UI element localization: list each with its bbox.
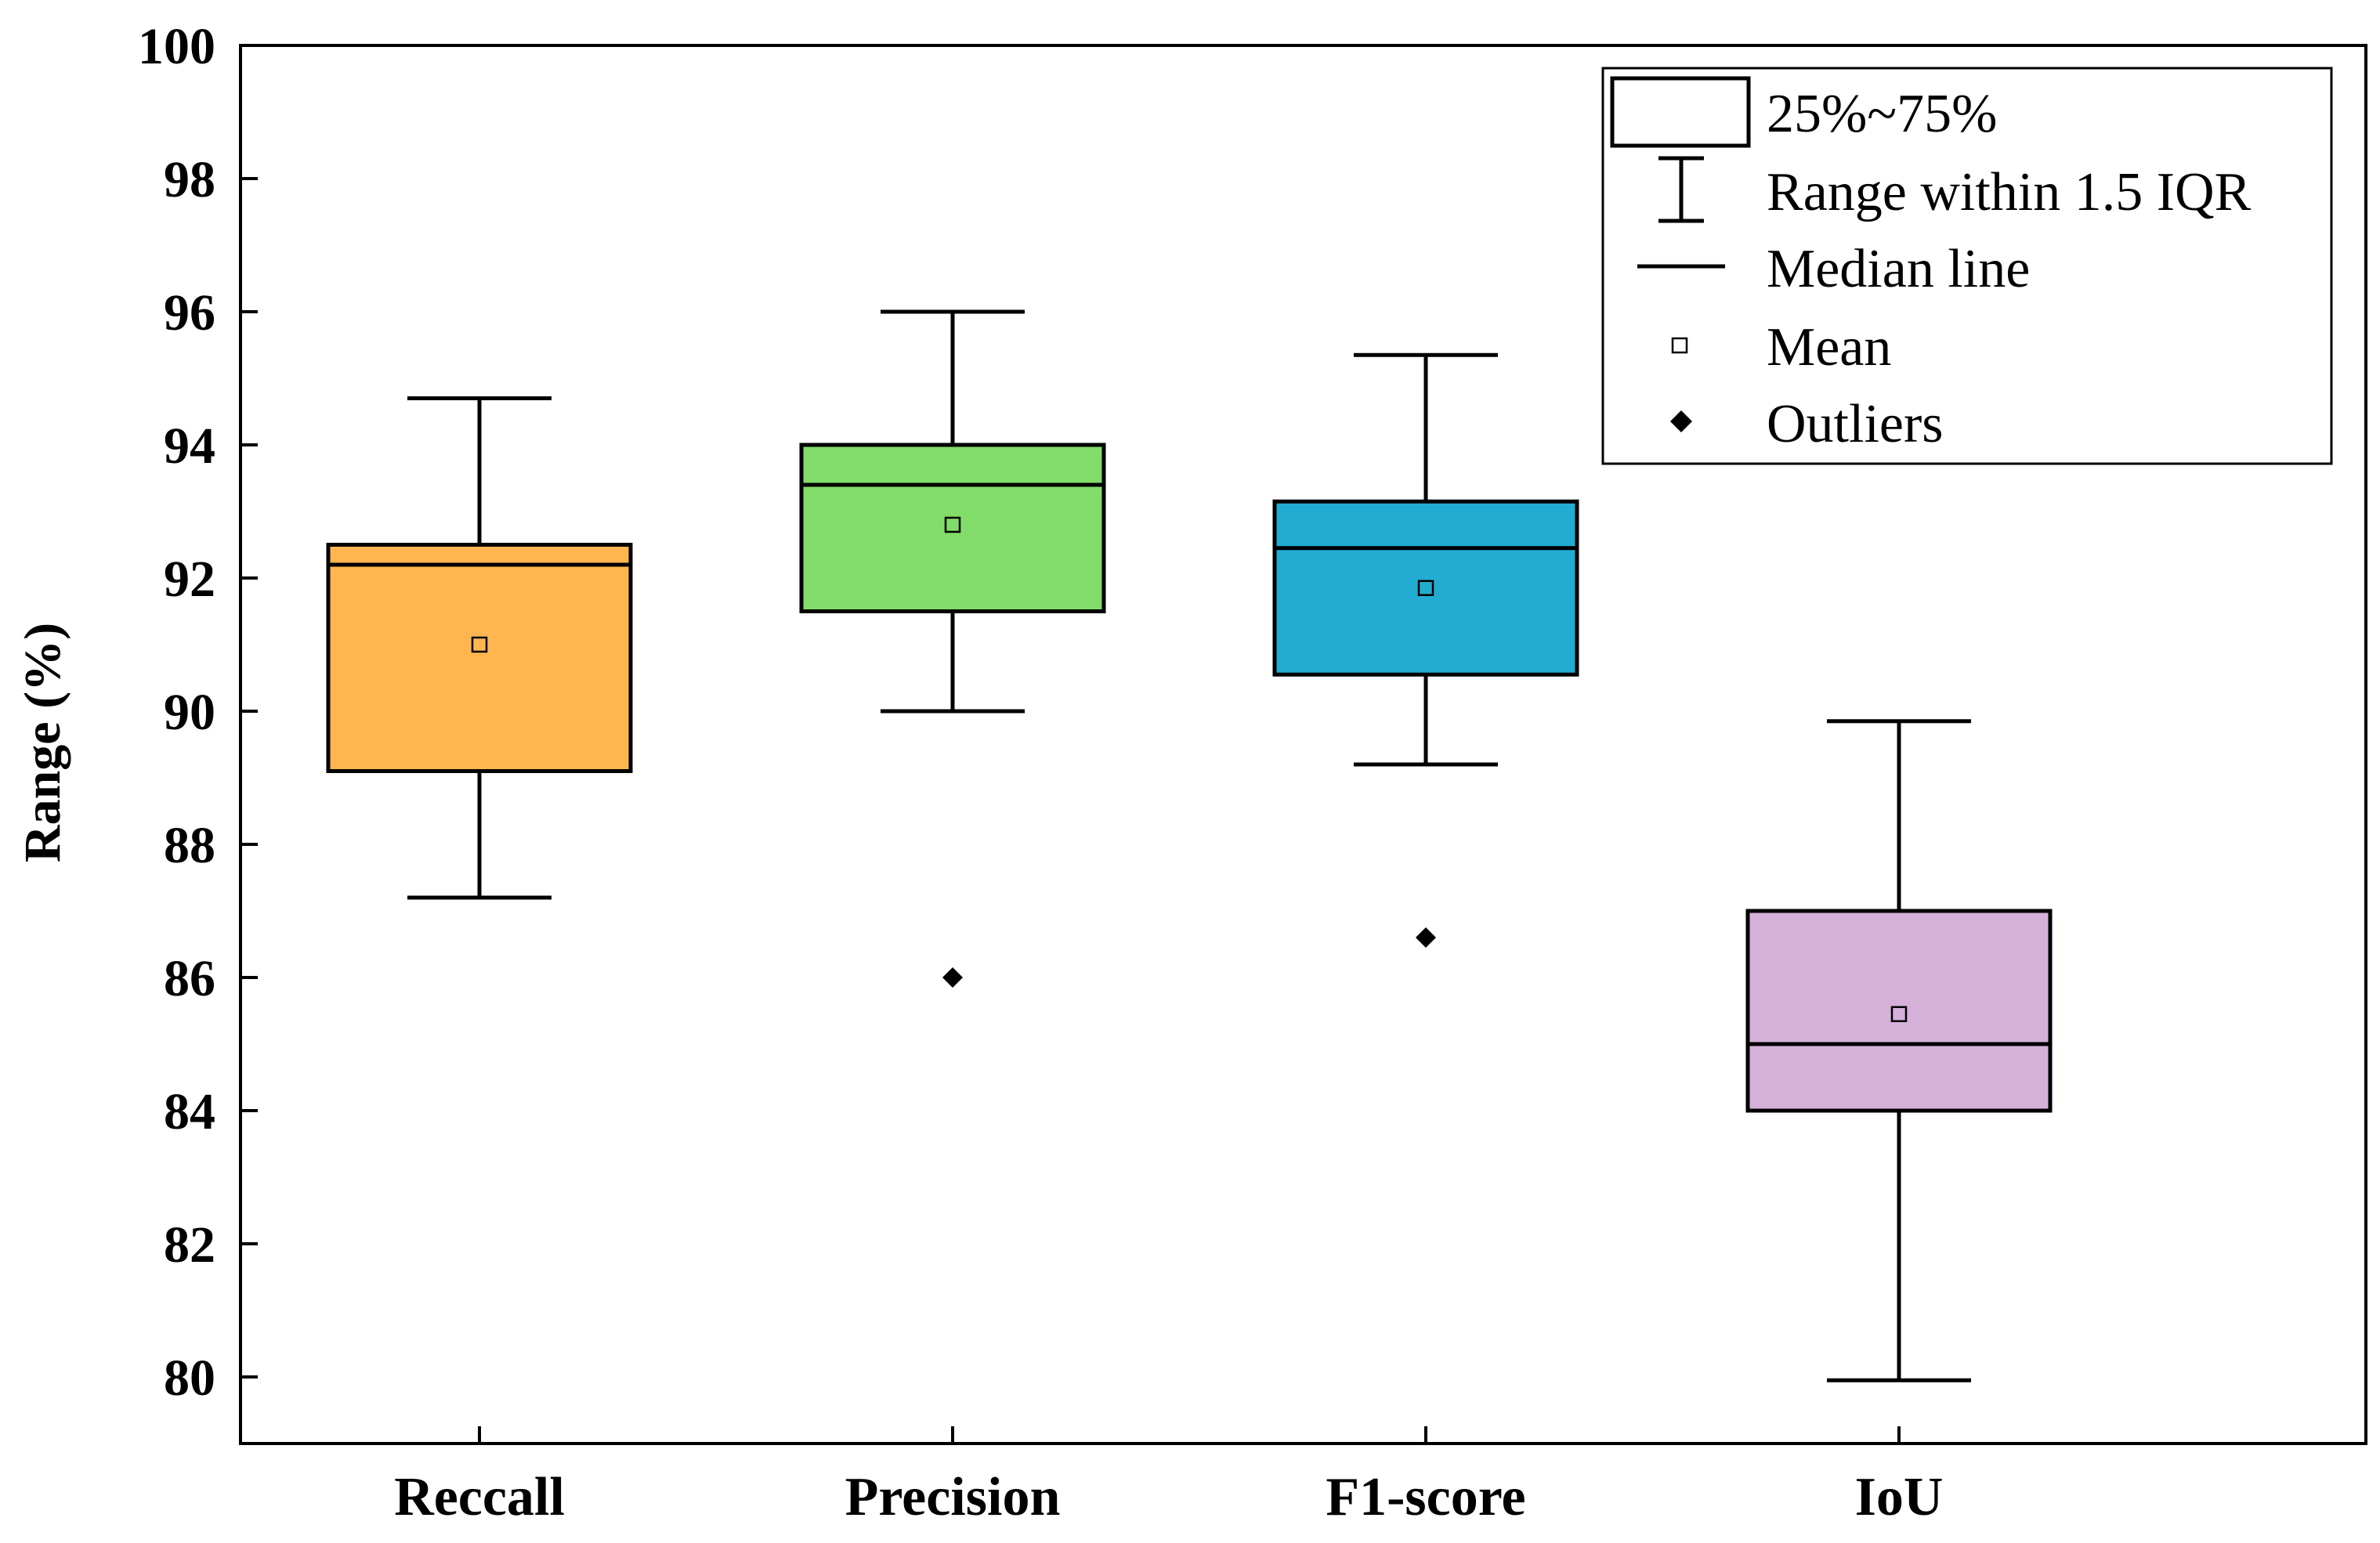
y-tick-label: 96 (164, 284, 215, 341)
boxes-layer (326, 309, 2053, 1382)
box-iqr (1272, 499, 1579, 677)
y-tick-label: 84 (164, 1083, 215, 1140)
y-tick-label: 80 (164, 1350, 215, 1407)
y-tick-label: 100 (138, 18, 215, 75)
legend-outlier-swatch (1670, 410, 1692, 432)
legend-whisker-swatch (1658, 156, 1704, 223)
outlier-point (1416, 927, 1436, 948)
x-tick-label: F1-score (1326, 1467, 1525, 1527)
legend-label-range: Range within 1.5 IQR (1767, 162, 2252, 222)
y-tick-label: 82 (164, 1216, 215, 1274)
y-tick-label: 92 (164, 551, 215, 608)
box-iqr (1745, 909, 2053, 1113)
outlier-point (942, 967, 963, 988)
x-tick-label: IoU (1855, 1467, 1944, 1527)
box-group-0 (326, 396, 633, 900)
legend-label-mean: Mean (1767, 317, 1891, 378)
legend-mean-swatch (1671, 337, 1688, 354)
y-tick-label: 88 (164, 817, 215, 874)
x-tick-label: Reccall (394, 1467, 565, 1527)
mean-marker (1890, 1006, 1908, 1022)
box-group-1 (799, 309, 1106, 988)
legend: 25%~75% Range within 1.5 IQR Median line… (1601, 67, 2333, 465)
y-tick-label: 90 (164, 684, 215, 741)
ticks-layer: 80 82 84 86 88 90 92 94 96 98 100 Reccall Precision F… (138, 18, 1943, 1527)
mean-marker (1417, 580, 1434, 596)
box-group-2 (1272, 352, 1579, 948)
y-tick-label: 86 (164, 950, 215, 1007)
plot-frame (239, 44, 2367, 1445)
x-tick-label: Precision (845, 1467, 1061, 1527)
mean-marker (471, 636, 488, 653)
mean-marker (944, 516, 961, 533)
box-group-3 (1745, 719, 2053, 1382)
y-tick-label: 94 (164, 417, 215, 475)
legend-label-iqr: 25%~75% (1767, 84, 1998, 144)
box-iqr (799, 443, 1106, 613)
box-iqr (326, 543, 633, 773)
y-tick-label: 98 (164, 151, 215, 208)
y-axis-title: Range (%) (14, 623, 71, 862)
legend-label-median: Median line (1767, 239, 2030, 299)
legend-box-swatch (1610, 76, 1751, 148)
legend-label-outliers: Outliers (1767, 394, 1944, 454)
